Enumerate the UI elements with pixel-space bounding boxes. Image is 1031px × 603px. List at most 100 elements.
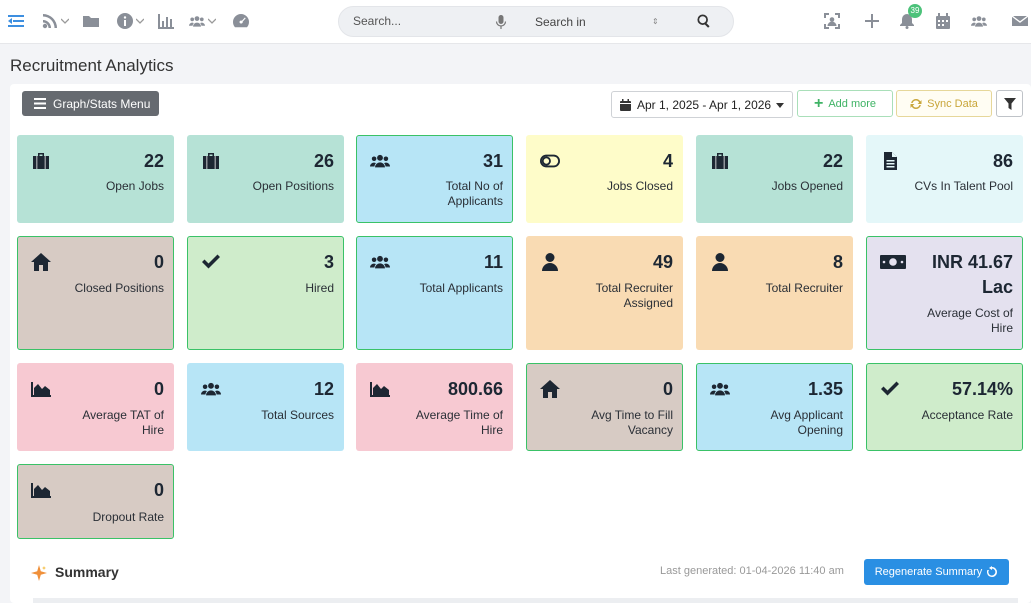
sidebar-toggle-icon[interactable] [8,12,24,30]
search-scope-select[interactable]: Search in [535,15,586,29]
users-icon[interactable] [971,12,987,30]
stat-value: 3 [323,252,334,272]
plus-icon[interactable] [864,12,880,30]
stat-value: 0 [153,379,164,399]
team-icon[interactable] [189,12,216,30]
stat-card-acceptance-rate[interactable]: 57.14% Acceptance Rate [866,363,1023,451]
filter-button[interactable] [996,90,1023,117]
area-chart-icon [31,380,51,398]
users-icon [370,152,390,170]
users-icon [370,253,390,271]
stat-value: 8 [832,252,843,272]
area-chart-icon [31,481,51,499]
user-icon [540,253,560,271]
search-icon[interactable] [697,14,711,33]
add-more-button[interactable]: + Add more [797,90,893,117]
stat-value: 57.14% [951,379,1013,399]
user-icon [710,253,730,271]
stat-card-total-sources[interactable]: 12 Total Sources [187,363,344,451]
stat-label: Dropout Rate [92,510,164,524]
stat-card-total-no-of-applicants[interactable]: 31 Total No of Applicants [356,135,513,223]
stat-card-total-applicants[interactable]: 11 Total Applicants [356,236,513,350]
top-navbar: Search in ⇕ 39 [0,0,1031,44]
stat-value: 22 [822,151,843,171]
stat-card-closed-positions[interactable]: 0 Closed Positions [17,236,174,350]
sparkle-icon [31,565,47,581]
sync-icon [910,98,922,109]
stat-label: Acceptance Rate [921,408,1013,422]
summary-content [33,598,1018,603]
stat-label: Average Time of Hire [415,408,503,437]
stat-label: Average Cost of Hire [927,306,1013,335]
stat-card-jobs-opened[interactable]: 22 Jobs Opened [696,135,853,223]
stat-label: Total Recruiter [765,281,843,295]
date-range-picker[interactable]: Apr 1, 2025 - Apr 1, 2026 [611,91,793,118]
stat-value: 0 [662,379,673,399]
feed-icon[interactable] [42,12,69,30]
stat-value: 26 [313,151,334,171]
stat-card-average-cost-of-hire[interactable]: INR 41.67 Lac Average Cost of Hire [866,236,1023,350]
menu-icon [34,98,46,109]
stat-value: 1.35 [807,379,843,399]
stat-card-open-positions[interactable]: 26 Open Positions [187,135,344,223]
info-icon[interactable] [117,12,144,30]
stat-label: Avg Time to Fill Vacancy [591,408,673,437]
stat-card-jobs-closed[interactable]: 4 Jobs Closed [526,135,683,223]
stat-label: Total Sources [261,408,334,422]
stat-card-dropout-rate[interactable]: 0 Dropout Rate [17,464,174,539]
regenerate-summary-label: Regenerate Summary [874,566,983,578]
graph-stats-menu-button[interactable]: Graph/Stats Menu [22,91,159,116]
stat-card-avg-applicant-opening[interactable]: 1.35 Avg Applicant Opening [696,363,853,451]
stat-card-total-recruiter-assigned[interactable]: 49 Total Recruiter Assigned [526,236,683,350]
regenerate-summary-button[interactable]: Regenerate Summary [864,559,1009,585]
stat-card-hired[interactable]: 3 Hired [187,236,344,350]
stat-card-open-jobs[interactable]: 22 Open Jobs [17,135,174,223]
mail-icon[interactable] [1012,12,1028,30]
briefcase-icon [710,152,730,170]
stat-label: Average TAT of Hire [82,408,164,437]
folder-icon[interactable] [83,12,99,30]
check-icon [201,253,221,271]
stat-value: 22 [143,151,164,171]
stat-label: Jobs Opened [771,179,843,193]
stat-value: 0 [153,480,164,500]
briefcase-icon [201,152,221,170]
stat-label: Total Applicants [419,281,503,295]
stat-card-avg-time-to-fill-vacancy[interactable]: 0 Avg Time to Fill Vacancy [526,363,683,451]
page-title: Recruitment Analytics [10,56,174,75]
users-icon [201,380,221,398]
date-range-value: Apr 1, 2025 - Apr 1, 2026 [637,97,772,112]
stat-card-total-recruiter[interactable]: 8 Total Recruiter [696,236,853,350]
search-input[interactable] [353,14,493,28]
scan-icon[interactable] [824,12,840,30]
stat-card-average-time-of-hire[interactable]: 800.66 Average Time of Hire [356,363,513,451]
briefcase-icon [31,152,51,170]
search-bar: Search in ⇕ [338,6,734,37]
calendar-icon[interactable] [935,12,951,30]
stat-value: 4 [662,151,673,171]
plus-icon: + [813,94,824,112]
toggle-icon [540,152,560,170]
bar-chart-icon[interactable] [158,12,174,30]
summary-title: Summary [55,564,119,580]
stat-value: 12 [313,379,334,399]
stat-label: Jobs Closed [606,179,673,193]
refresh-icon [987,566,998,577]
stat-value: 31 [482,151,503,171]
stat-label: Avg Applicant Opening [770,408,844,437]
stat-label: Total Recruiter Assigned [595,281,673,310]
stat-card-average-tat-of-hire[interactable]: 0 Average TAT of Hire [17,363,174,451]
money-icon [880,253,906,271]
file-icon [880,152,900,170]
microphone-icon[interactable] [495,15,507,34]
sync-data-button[interactable]: Sync Data [896,90,992,117]
updown-icon[interactable]: ⇕ [652,17,659,26]
stat-card-cvs-in-talent-pool[interactable]: 86 CVs In Talent Pool [866,135,1023,223]
stat-value: 11 [483,252,503,272]
graph-stats-menu-label: Graph/Stats Menu [53,96,151,111]
last-generated-text: Last generated: 01-04-2026 11:40 am [660,565,844,577]
dashboard-icon[interactable] [233,12,249,30]
stat-label: Open Jobs [105,179,164,193]
stat-label: Open Positions [252,179,334,193]
analytics-panel [10,84,1031,603]
